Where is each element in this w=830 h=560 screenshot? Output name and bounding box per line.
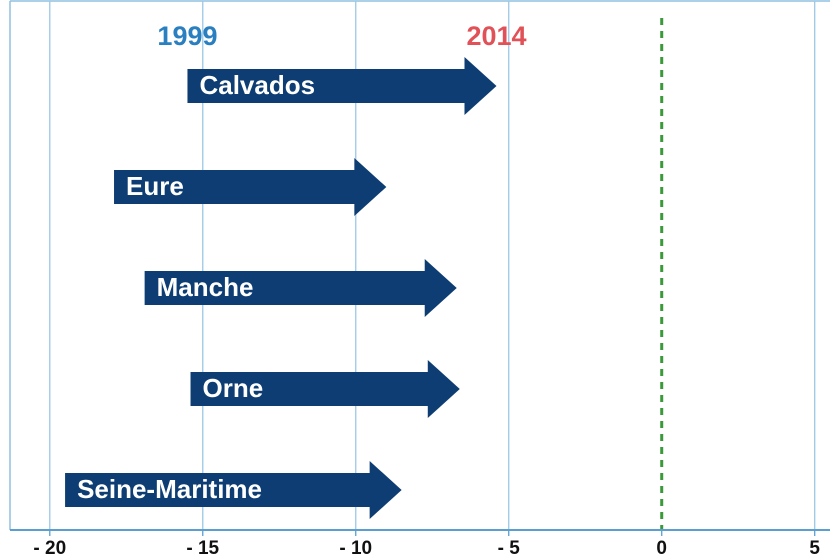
x-tick-label: 5 xyxy=(809,538,820,559)
x-tick-label: - 5 xyxy=(498,538,521,559)
legend-label: 1999 xyxy=(157,21,217,51)
category-label: Calvados xyxy=(199,70,315,100)
category-label: Orne xyxy=(203,373,264,403)
arrow xyxy=(187,57,497,115)
arrow xyxy=(114,158,387,216)
category-label: Manche xyxy=(157,272,254,302)
category-label: Seine-Maritime xyxy=(77,474,262,504)
arrow xyxy=(144,259,457,317)
legend-label: 2014 xyxy=(466,21,526,51)
arrow xyxy=(190,360,460,418)
category-label: Eure xyxy=(126,171,184,201)
x-tick-label: 0 xyxy=(656,538,667,559)
x-tick-label: - 15 xyxy=(186,538,219,559)
arrow xyxy=(65,461,402,519)
x-tick-label: - 20 xyxy=(33,538,66,559)
x-tick-label: - 10 xyxy=(339,538,372,559)
